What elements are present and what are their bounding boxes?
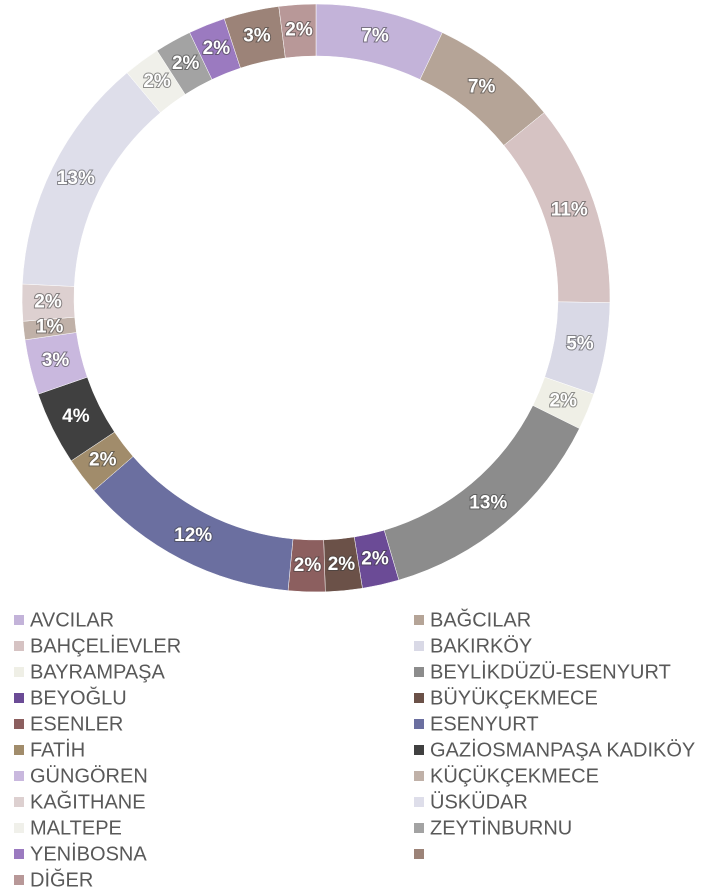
data-label: 2% xyxy=(328,554,356,575)
legend-label: FATİH xyxy=(30,738,85,761)
legend-swatch xyxy=(14,745,24,755)
legend-label: MALTEPE xyxy=(30,817,122,839)
legend-swatch xyxy=(14,771,24,781)
legend-swatch xyxy=(14,875,24,885)
data-label: 2% xyxy=(172,53,200,74)
legend-swatch xyxy=(414,693,424,703)
legend-label: ESENYURT xyxy=(430,713,539,735)
legend-label: AVCILAR xyxy=(30,609,114,631)
legend-label: ZEYTİNBURNU xyxy=(430,816,572,839)
data-label: 7% xyxy=(468,76,496,97)
data-label: 13% xyxy=(57,168,95,189)
legend-swatch xyxy=(414,771,424,781)
data-label: 7% xyxy=(361,26,389,47)
data-label: 1% xyxy=(36,317,64,338)
legend-swatch xyxy=(14,797,24,807)
legend-swatch xyxy=(14,849,24,859)
data-label: 2% xyxy=(34,291,62,312)
legend-swatch xyxy=(414,719,424,729)
data-label: 13% xyxy=(469,492,507,513)
legend-label: BAHÇELİEVLER xyxy=(30,634,181,657)
legend-label: ESENLER xyxy=(30,713,123,735)
data-label: 5% xyxy=(566,334,594,355)
data-label: 4% xyxy=(62,406,90,427)
data-label: 2% xyxy=(294,555,322,576)
data-label: 12% xyxy=(174,525,212,546)
legend-label: GAZİOSMANPAŞA KADIKÖY xyxy=(430,738,695,761)
legend-swatch xyxy=(14,615,24,625)
legend-swatch xyxy=(14,823,24,833)
legend-label: KAĞITHANE xyxy=(30,790,146,813)
legend-label: KÜÇÜKÇEKMECE xyxy=(430,765,599,787)
donut-segment xyxy=(278,3,317,59)
legend-swatch xyxy=(414,849,424,859)
data-label: 2% xyxy=(361,548,389,569)
legend-swatch xyxy=(414,823,424,833)
legend-swatch xyxy=(414,641,424,651)
legend-swatch xyxy=(414,797,424,807)
legend-label: ÜSKÜDAR xyxy=(430,791,528,813)
data-label: 11% xyxy=(551,199,588,220)
legend-label: BAYRAMPAŞA xyxy=(30,661,166,683)
legend-label: BAĞCILAR xyxy=(430,608,531,631)
legend-swatch xyxy=(14,641,24,651)
donut-segment xyxy=(93,456,294,591)
legend-swatch xyxy=(414,745,424,755)
legend-label: BEYOĞLU xyxy=(30,686,127,709)
legend-swatch xyxy=(414,615,424,625)
data-label: 2% xyxy=(549,391,577,412)
data-label: 2% xyxy=(285,20,313,41)
data-label: 2% xyxy=(143,71,171,92)
legend-label: GÜNGÖREN xyxy=(30,765,148,787)
legend-label: DİĞER xyxy=(30,868,93,891)
legend-swatch xyxy=(414,667,424,677)
legend-label: BEYLİKDÜZÜ-ESENYURT xyxy=(430,660,671,683)
legend-swatch xyxy=(14,719,24,729)
data-label: 2% xyxy=(203,38,231,59)
legend-swatch xyxy=(14,667,24,677)
legend-label: YENİBOSNA xyxy=(30,842,147,865)
data-label: 3% xyxy=(42,350,70,371)
legend-label: BÜYÜKÇEKMECE xyxy=(430,687,598,709)
legend-label: BAKIRKÖY xyxy=(430,635,532,657)
data-label: 2% xyxy=(89,449,117,470)
data-label: 3% xyxy=(243,26,271,47)
legend-swatch xyxy=(14,693,24,703)
